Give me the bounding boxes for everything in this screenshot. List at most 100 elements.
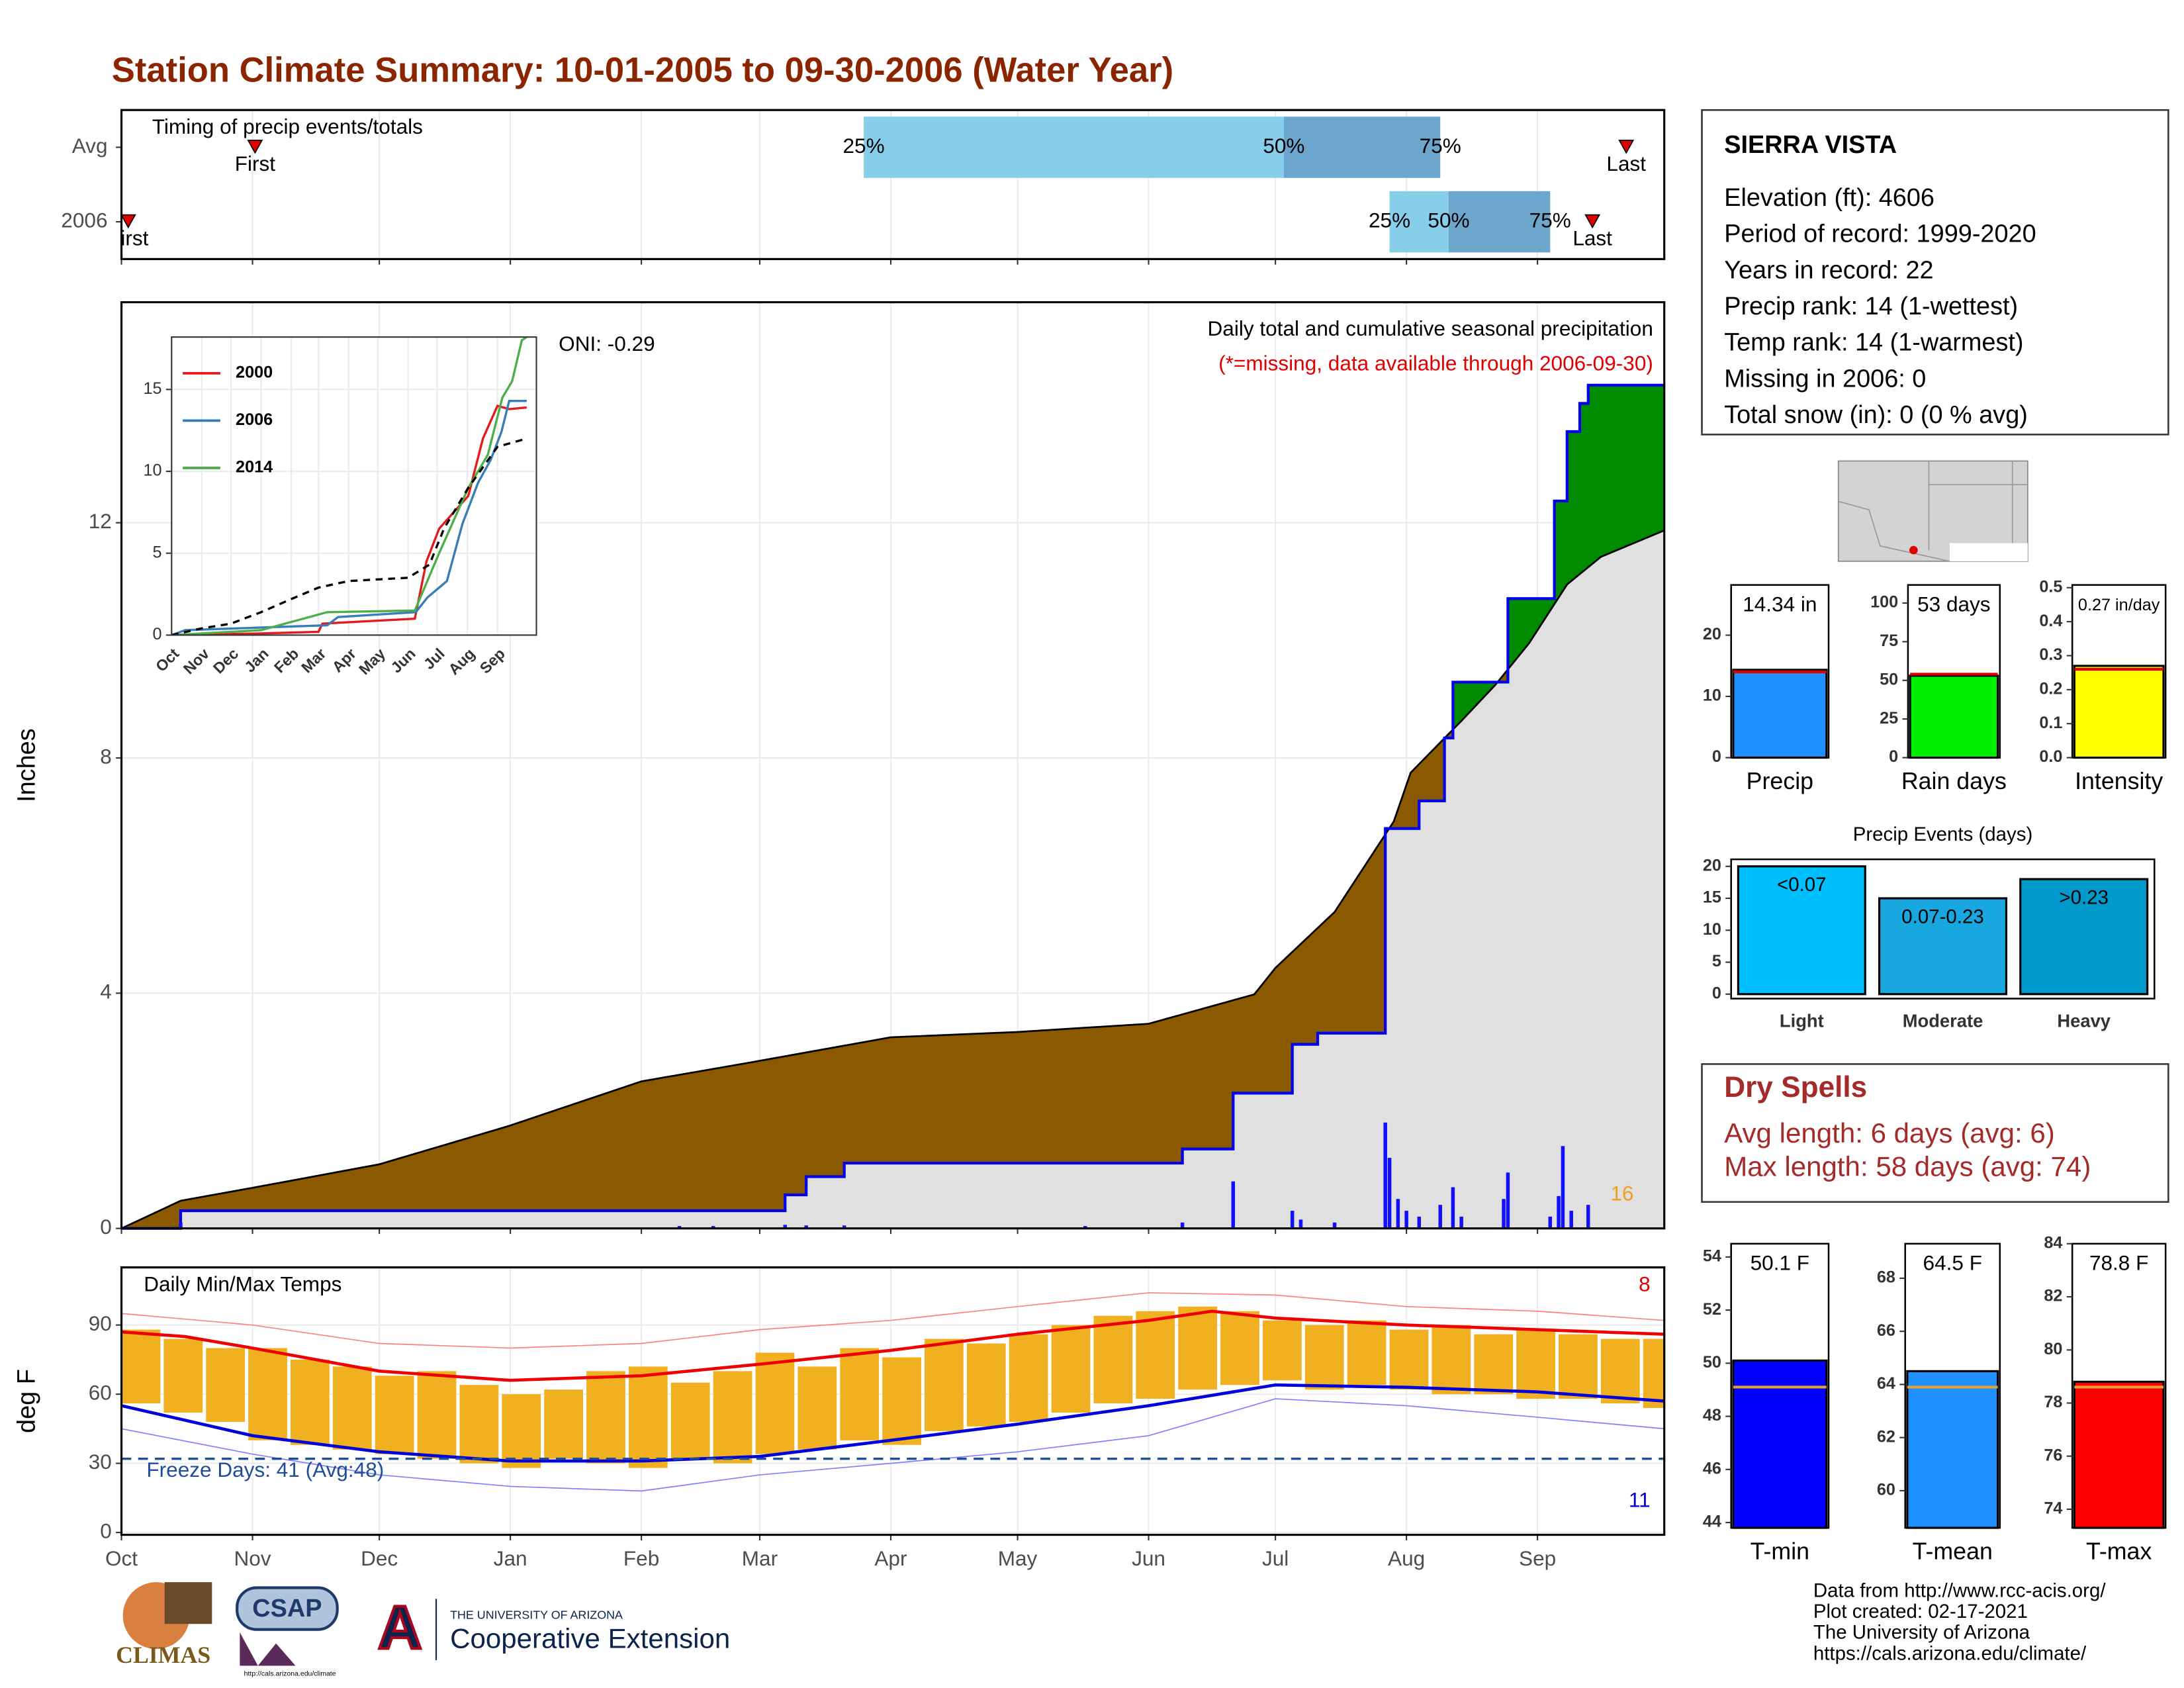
station-line: Period of record: 1999-2020 [1724, 220, 2036, 248]
timing-bar [1449, 191, 1551, 253]
daily-bar [804, 1225, 808, 1229]
y-tick-label: 10 [1703, 686, 1721, 705]
daily-range-bar [1178, 1306, 1218, 1390]
x-tick-label: Feb [623, 1546, 659, 1570]
daily-range-bar [1136, 1311, 1175, 1399]
bar [1906, 1370, 1999, 1529]
y-tick-label: 0 [153, 625, 162, 643]
daily-range-bar [459, 1385, 499, 1464]
daily-bar [711, 1226, 715, 1229]
daily-bar [1387, 1158, 1392, 1229]
page-title: Station Climate Summary: 10-01-2005 to 0… [112, 50, 1173, 89]
timing-bar [1283, 117, 1441, 178]
station-name: SIERRA VISTA [1724, 131, 1897, 159]
bar [1909, 675, 1999, 759]
dry-spells-line: Avg length: 6 days (avg: 6) [1724, 1117, 2055, 1149]
station-line: Temp rank: 14 (1-warmest) [1724, 329, 2023, 357]
y-tick-label: 5 [153, 543, 162, 561]
event-label: Last [1572, 226, 1612, 250]
y-tick-label: 4 [100, 980, 112, 1004]
y-tick-label: 0.1 [2039, 714, 2062, 732]
legend-label: 2000 [236, 363, 273, 382]
y-tick-label: 0.4 [2039, 612, 2062, 630]
daily-bar [1586, 1205, 1590, 1229]
series-line [121, 1292, 1664, 1349]
timing-bar [864, 117, 1284, 178]
daily-range-bar [544, 1389, 583, 1459]
station-box [1701, 109, 2169, 436]
y-tick-label: 0.5 [2039, 577, 2062, 596]
x-tick-label: Nov [234, 1546, 271, 1570]
csap-mountains [240, 1632, 296, 1666]
chart-subtitle: Daily total and cumulative seasonal prec… [1208, 316, 1653, 340]
daily-range-bar [1304, 1325, 1344, 1390]
y-tick-label: 60 [89, 1380, 112, 1404]
daily-range-bar [1474, 1334, 1514, 1395]
annotation: 11 [1629, 1487, 1651, 1511]
y-tick-label: 8 [100, 744, 112, 768]
inset-frame [171, 336, 537, 636]
daily-bar [1557, 1196, 1561, 1229]
y-tick-label: 20 [1703, 625, 1721, 643]
daily-bar [1180, 1222, 1185, 1229]
y-tick-label: 5 [1712, 952, 1721, 970]
timeline-rows: 25% 50% 75% First Last 25% 50% 75% First Last [121, 117, 1646, 253]
y-tick-label: 78 [2044, 1393, 2062, 1411]
logos: CLIMAS CSAP http://cals.arizona.edu/clim… [116, 1582, 730, 1678]
inset-lines [171, 337, 527, 635]
climas-logo: CLIMAS [116, 1642, 210, 1668]
bar-value-label: 64.5 F [1923, 1251, 1982, 1275]
daily-bar [1561, 1146, 1565, 1229]
daily-range-bar [375, 1376, 414, 1454]
bar [1878, 897, 2008, 996]
bar [2019, 878, 2149, 996]
percent-label: 75% [1420, 134, 1461, 158]
location-map [1837, 460, 2028, 562]
y-tick-label: 0 [100, 1519, 112, 1542]
daily-range-bar [1347, 1320, 1387, 1385]
category-label: Heavy [2057, 1011, 2111, 1031]
event-marker [1618, 140, 1635, 154]
y-tick-label: 80 [2044, 1340, 2062, 1358]
daily-range-bar [1009, 1334, 1048, 1422]
daily-range-bar [1600, 1338, 1640, 1404]
chart-note: (*=missing, data available through 2006-… [1218, 352, 1653, 375]
x-tick-label: May [998, 1546, 1038, 1570]
y-tick-label: 10 [1703, 920, 1721, 939]
daily-range-bar [966, 1343, 1006, 1427]
timing-bar [1389, 191, 1449, 253]
y-tick-label: 64 [1877, 1374, 1895, 1393]
daily-bar [1459, 1216, 1463, 1229]
row-label: Avg [72, 134, 108, 158]
y-tick-label: 0 [1889, 747, 1898, 766]
category-label: T-max [2086, 1538, 2152, 1564]
x-tick-label: Aug [1388, 1546, 1425, 1570]
daily-bar [1548, 1216, 1553, 1229]
event-label: First [235, 152, 276, 175]
y-tick-label: 74 [2044, 1499, 2062, 1518]
daily-range-bar [121, 1329, 161, 1404]
y-tick-label: 0.0 [2039, 747, 2062, 766]
percent-label: 50% [1428, 208, 1469, 232]
daily-bar [1502, 1199, 1506, 1229]
series-line [121, 383, 1664, 1230]
series-line [171, 337, 527, 635]
station-line: Missing in 2006: 0 [1724, 365, 1926, 393]
daily-range-bar [502, 1394, 541, 1468]
bar [2073, 665, 2165, 759]
daily-range-bar [1093, 1315, 1133, 1404]
daily-bar [783, 1225, 788, 1229]
bar [2073, 1380, 2165, 1529]
daily-range-bar [163, 1338, 203, 1413]
x-tick-label: Jun [1132, 1546, 1165, 1570]
bar [1732, 1359, 1828, 1529]
daily-range-bar [1220, 1311, 1259, 1385]
y-tick-label: 46 [1703, 1459, 1721, 1477]
bar-value-label: <0.07 [1777, 874, 1827, 896]
category-label: T-mean [1913, 1538, 1993, 1564]
daily-bar [1332, 1222, 1337, 1229]
area-below [121, 530, 1664, 1229]
x-tick-label: Jan [494, 1546, 527, 1570]
y-tick-label: 0 [1712, 984, 1721, 1002]
